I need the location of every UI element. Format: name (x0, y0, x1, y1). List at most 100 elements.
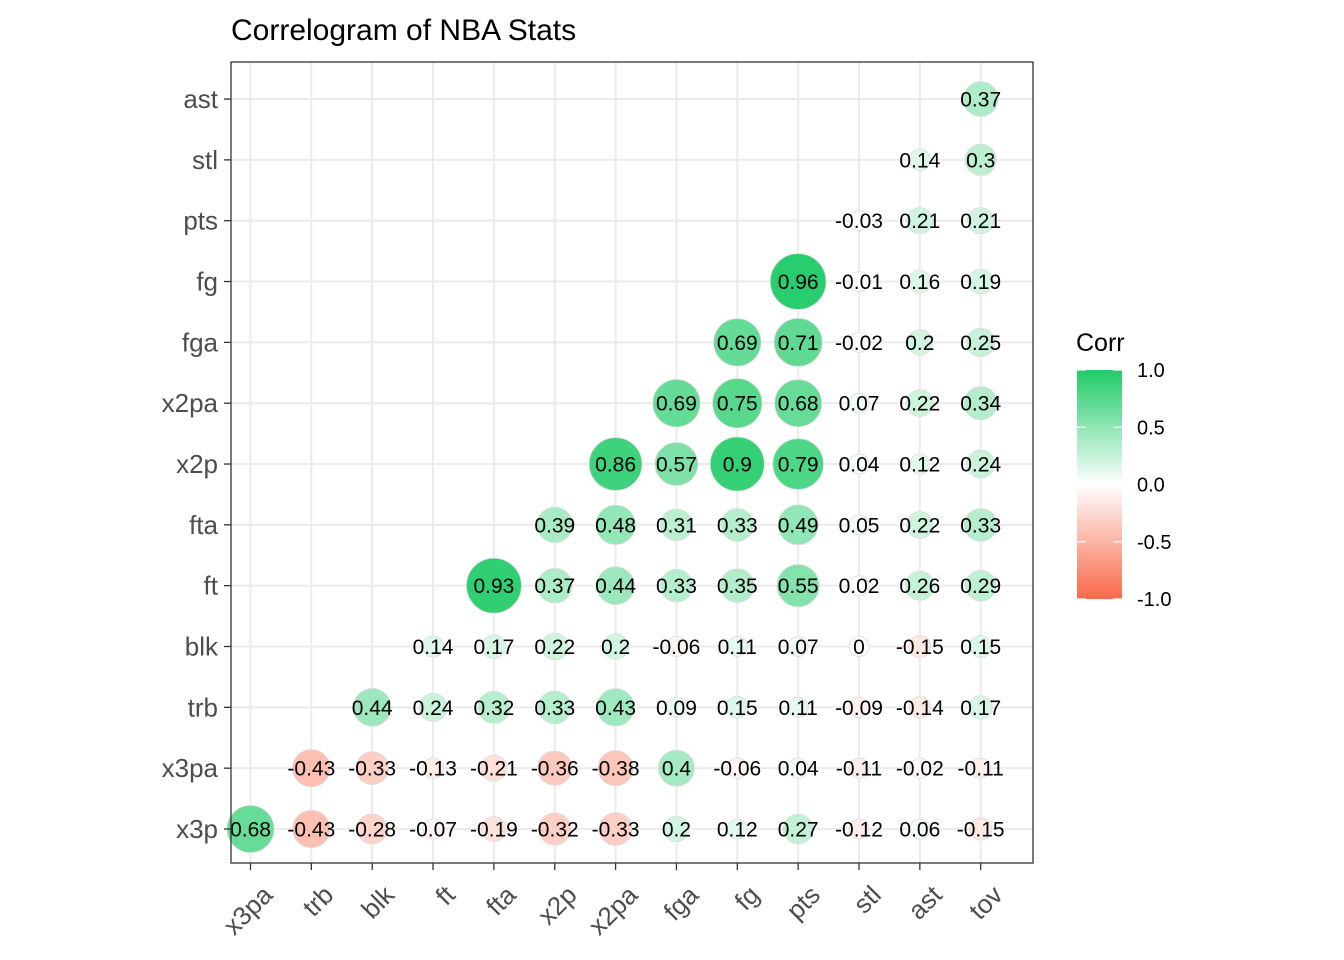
corr-circle-ft-pts (776, 564, 820, 608)
corr-label-blk-fg: 0.11 (718, 636, 757, 659)
corr-label-blk-fga: -0.06 (653, 636, 701, 659)
corr-circle-x2p-tov (966, 449, 996, 479)
corr-label-trb-ast: -0.14 (896, 697, 944, 720)
corr-circle-ft-tov (964, 569, 997, 602)
x-tick-label-tov: tov (963, 880, 1009, 926)
corr-circle-ft-fta (466, 557, 522, 614)
corr-label-x3p-trb: -0.43 (287, 819, 335, 842)
y-axis: x3p x3pa trb blk ft fta x2p x2pa fga fg pts stl ast (162, 84, 231, 844)
corr-label-x2pa-ast: 0.22 (899, 393, 940, 416)
x-tick-label-fga: fga (657, 879, 704, 926)
corr-circle-trb-fg (725, 695, 749, 719)
corr-circle-pts-stl (848, 210, 870, 232)
corr-label-fta-pts: 0.49 (778, 514, 819, 537)
corr-circle-x3p-fga (663, 815, 690, 843)
x-axis: x3pa trb blk ft fta x2p x2pa fga fg pts stl ast tov (217, 863, 1009, 941)
corr-circle-trb-x2p (537, 690, 572, 725)
corr-label-x3p-x2p: -0.32 (531, 819, 579, 842)
corr-circle-x3pa-x2p (537, 750, 573, 786)
y-tick-label-stl: stl (192, 145, 218, 175)
corr-circle-fg-ast (908, 269, 932, 294)
corr-circle-ft-ast (904, 570, 935, 601)
corr-label-x2pa-stl: 0.07 (839, 393, 880, 416)
corr-circle-blk-x2p (540, 632, 569, 661)
corr-label-trb-blk: 0.44 (352, 697, 393, 720)
corr-label-fga-stl: -0.02 (835, 332, 883, 355)
corr-label-x2p-ast: 0.12 (899, 454, 940, 477)
corr-label-x3p-x2pa: -0.33 (592, 819, 640, 842)
corr-label-blk-ast: -0.15 (896, 636, 944, 659)
corr-label-fta-fg: 0.33 (717, 514, 758, 537)
corr-circle-pts-ast (906, 207, 934, 235)
corr-label-blk-pts: 0.07 (778, 636, 819, 659)
corr-label-fga-ast: 0.2 (905, 332, 934, 355)
corr-circle-x3p-trb (292, 809, 331, 849)
corr-circle-fta-pts (777, 504, 819, 546)
corr-label-x2pa-pts: 0.68 (778, 393, 819, 416)
corr-label-fg-pts: 0.96 (778, 271, 819, 294)
corr-label-x3p-fga: 0.2 (662, 819, 691, 842)
corr-label-pts-ast: 0.21 (899, 210, 940, 233)
legend-ticks: 1.0 0.5 0.0 -0.5 -1.0 (1077, 360, 1171, 611)
corr-circle-fta-fg (720, 508, 755, 542)
corr-label-x3pa-pts: 0.04 (778, 758, 819, 781)
corr-circle-fga-pts (773, 317, 823, 367)
corr-circle-ft-stl (848, 575, 870, 597)
corr-label-x2p-stl: 0.04 (839, 454, 880, 477)
corr-circle-fg-stl (848, 271, 870, 292)
corr-label-ft-fg: 0.35 (717, 575, 758, 598)
corr-label-fta-x2pa: 0.48 (595, 514, 636, 537)
y-tick-label-x3p: x3p (176, 814, 218, 844)
corr-label-fg-tov: 0.19 (960, 271, 1001, 294)
y-tick-label-x3pa: x3pa (162, 753, 219, 783)
corr-circle-x3pa-fta (480, 754, 508, 782)
corr-circle-x3pa-fg (726, 757, 748, 779)
corr-circle-x2p-fg (709, 436, 765, 492)
corr-circle-fta-tov (963, 508, 998, 542)
corr-circle-blk-stl (848, 636, 870, 657)
corr-label-blk-ft: 0.14 (413, 636, 454, 659)
y-tick-label-ast: ast (183, 84, 218, 114)
corr-label-ft-fga: 0.33 (656, 575, 697, 598)
corr-circle-x2pa-stl (848, 392, 870, 414)
corr-circle-blk-pts (787, 636, 809, 657)
corr-label-x3p-pts: 0.27 (778, 819, 819, 842)
legend-tick-label-3: -0.5 (1137, 532, 1171, 554)
corr-label-x3pa-ft: -0.13 (409, 758, 457, 781)
corr-circle-fg-pts (769, 253, 827, 310)
corr-circle-fg-tov (967, 268, 994, 295)
corr-label-x2pa-fg: 0.75 (717, 393, 758, 416)
legend-tick-label-0: 1.0 (1137, 360, 1165, 382)
y-tick-label-pts: pts (183, 206, 218, 236)
corr-circle-x3p-ft (422, 818, 444, 840)
corr-label-ast-tov: 0.37 (960, 89, 1001, 112)
corr-label-ft-x2pa: 0.44 (595, 575, 636, 598)
corr-label-x3p-tov: -0.15 (957, 819, 1005, 842)
corr-label-x2p-fg: 0.9 (723, 454, 752, 477)
corr-label-blk-stl: 0 (853, 636, 865, 659)
corr-label-fta-ast: 0.22 (899, 514, 940, 537)
legend-title: Corr (1076, 329, 1125, 357)
corr-label-x3pa-stl: -0.11 (836, 758, 882, 781)
corr-circle-blk-tov (969, 635, 993, 658)
corr-label-ft-stl: 0.02 (839, 575, 880, 598)
corr-circle-x2p-pts (772, 438, 824, 490)
corr-circle-blk-ft (421, 635, 445, 658)
corr-label-x3pa-trb: -0.43 (287, 758, 335, 781)
corr-circle-stl-tov (964, 143, 997, 176)
corr-label-x3p-blk: -0.28 (348, 819, 396, 842)
x-tick-label-x2p: x2p (532, 880, 583, 931)
corr-circle-fta-x2p (536, 506, 573, 544)
corr-label-fta-tov: 0.33 (960, 514, 1001, 537)
corr-label-pts-tov: 0.21 (960, 210, 1001, 233)
panel-border (230, 61, 1034, 864)
corr-circle-trb-ast (908, 696, 931, 719)
corr-circle-ast-tov (962, 81, 999, 117)
corr-circle-x3pa-blk (355, 751, 389, 785)
y-tick-label-fg: fg (196, 267, 218, 297)
corr-circle-fga-ast (906, 329, 933, 356)
corr-label-x2p-tov: 0.24 (960, 454, 1001, 477)
corr-circle-x3p-ast (909, 818, 931, 840)
x-tick-label-ft: ft (429, 879, 461, 911)
corr-label-fta-fga: 0.31 (656, 514, 697, 537)
